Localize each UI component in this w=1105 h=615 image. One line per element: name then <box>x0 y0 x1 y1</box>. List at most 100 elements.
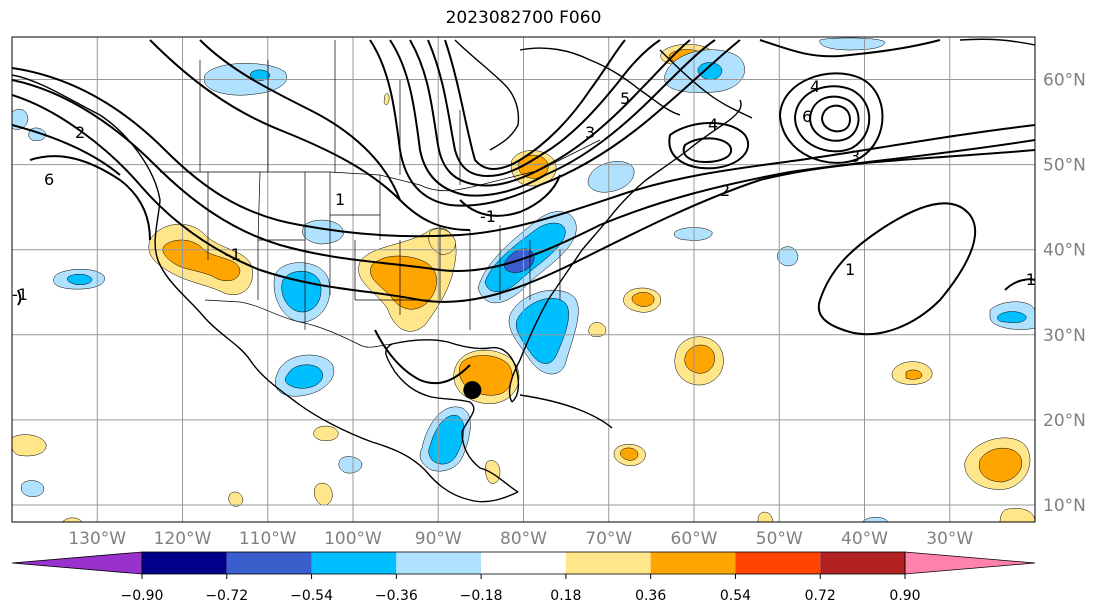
colorbar-tick-label: −0.90 <box>121 588 164 604</box>
cold-area <box>21 480 45 497</box>
map-title: 2023082700 F060 <box>445 8 602 28</box>
cold-area <box>587 161 635 193</box>
longitude-tick-label: 110°W <box>239 529 297 549</box>
contour-line <box>459 174 561 217</box>
warm-core <box>631 292 655 307</box>
hudson-bay <box>454 39 520 151</box>
warm-area <box>313 482 333 506</box>
colorbar-segment <box>226 552 312 574</box>
warm-core <box>978 448 1022 483</box>
longitude-tick-label: 30°W <box>926 529 973 549</box>
latitude-tick-label: 30°N <box>1043 326 1086 346</box>
cold-area <box>12 109 29 130</box>
contour-label: 2 <box>720 181 730 200</box>
contour-line <box>12 79 1035 272</box>
contour-label: 4 <box>810 77 820 96</box>
contour-line <box>12 124 121 176</box>
latitude-labels: 60°N 50°N 40°N 30°N 20°N 10°N <box>1043 71 1086 516</box>
cold-area <box>777 246 799 267</box>
north-america-pacific-coast <box>12 74 519 503</box>
contour-line <box>820 104 851 133</box>
canadian-arctic <box>519 47 681 116</box>
storm-marker <box>463 381 482 400</box>
contour-line <box>444 39 626 170</box>
contour-line <box>389 39 716 197</box>
contour-line <box>199 39 401 201</box>
latitude-tick-label: 40°N <box>1043 241 1086 261</box>
cold-core <box>428 414 465 465</box>
warm-area <box>757 511 774 522</box>
contour-label: -1 <box>1020 270 1036 289</box>
contour-line <box>668 122 750 170</box>
warm-core <box>684 344 715 374</box>
greenland-tip <box>959 38 1035 46</box>
contour-line <box>817 202 977 336</box>
political-borders <box>160 40 601 348</box>
map-frame <box>11 36 1036 523</box>
contour-line <box>1004 278 1035 291</box>
warm-area <box>383 93 390 105</box>
colorbar-segment <box>820 552 905 574</box>
cold-area <box>861 517 889 522</box>
warm-area <box>61 517 83 522</box>
state-lines <box>207 171 561 330</box>
colorbar-tick-label: −0.72 <box>205 588 248 604</box>
atlantic-coast <box>508 99 742 403</box>
latitude-tick-label: 60°N <box>1043 71 1086 91</box>
warm-area <box>588 322 607 337</box>
warm-area <box>313 425 339 441</box>
contour-line <box>682 137 733 164</box>
colorbar-segment <box>735 552 821 574</box>
contour-line <box>759 39 941 58</box>
contour-line <box>374 329 471 385</box>
colorbar-tick-label: 0.54 <box>720 588 751 604</box>
contour-line <box>409 39 691 187</box>
contour-line <box>12 94 1035 303</box>
contour-label: -1 <box>480 207 496 226</box>
contour-label: 4 <box>708 115 718 134</box>
contour-line <box>149 39 471 231</box>
colorbar-extend-high <box>904 551 1036 575</box>
province-lines <box>199 40 461 185</box>
colorbar-tick-label: −0.18 <box>460 588 503 604</box>
longitude-labels: 130°W 120°W 110°W 100°W 90°W 80°W 70°W 60°W 50°W… <box>68 529 973 549</box>
cold-core <box>285 364 323 389</box>
cold-core <box>67 274 93 286</box>
contour-line <box>808 95 860 142</box>
warm-area <box>485 460 501 484</box>
longitude-tick-label: 60°W <box>671 529 718 549</box>
contour-label: 1 <box>335 190 345 209</box>
cold-core <box>281 271 322 313</box>
contour-label: 1 <box>845 260 855 279</box>
longitude-tick-label: 100°W <box>324 529 382 549</box>
warm-core <box>905 369 923 380</box>
longitude-tick-label: 50°W <box>756 529 803 549</box>
warm-area <box>999 507 1035 522</box>
colorbar-tick-label: 0.36 <box>635 588 666 604</box>
latitude-tick-label: 20°N <box>1043 411 1086 431</box>
warm-core <box>620 447 639 461</box>
us-canada-border <box>160 139 601 192</box>
contour-lines <box>12 39 1035 385</box>
cold-area <box>338 456 363 474</box>
colorbar-tick-label: −0.36 <box>375 588 418 604</box>
cold-area <box>302 219 344 245</box>
colorbar-segment <box>396 552 482 574</box>
contour-label: 6 <box>802 107 812 126</box>
cold-area <box>674 227 713 241</box>
contour-line <box>369 39 741 207</box>
longitude-tick-label: 90°W <box>415 529 462 549</box>
colorbar-segment <box>142 552 227 574</box>
latitude-tick-label: 50°N <box>1043 156 1086 176</box>
cuba <box>519 394 613 429</box>
warm-area <box>12 434 47 457</box>
colorbar-segment <box>565 552 651 574</box>
longitude-tick-label: 70°W <box>585 529 632 549</box>
contour-labels: 1 1 2 2 3 3 4 4 5 6 6 -1 -1 -1 -1 <box>12 77 1036 304</box>
colorbar-segment <box>650 552 736 574</box>
longitude-tick-label: 120°W <box>154 529 212 549</box>
contour-label: -1 <box>12 285 28 304</box>
labrador <box>659 49 753 119</box>
contour-label: 3 <box>585 123 595 142</box>
